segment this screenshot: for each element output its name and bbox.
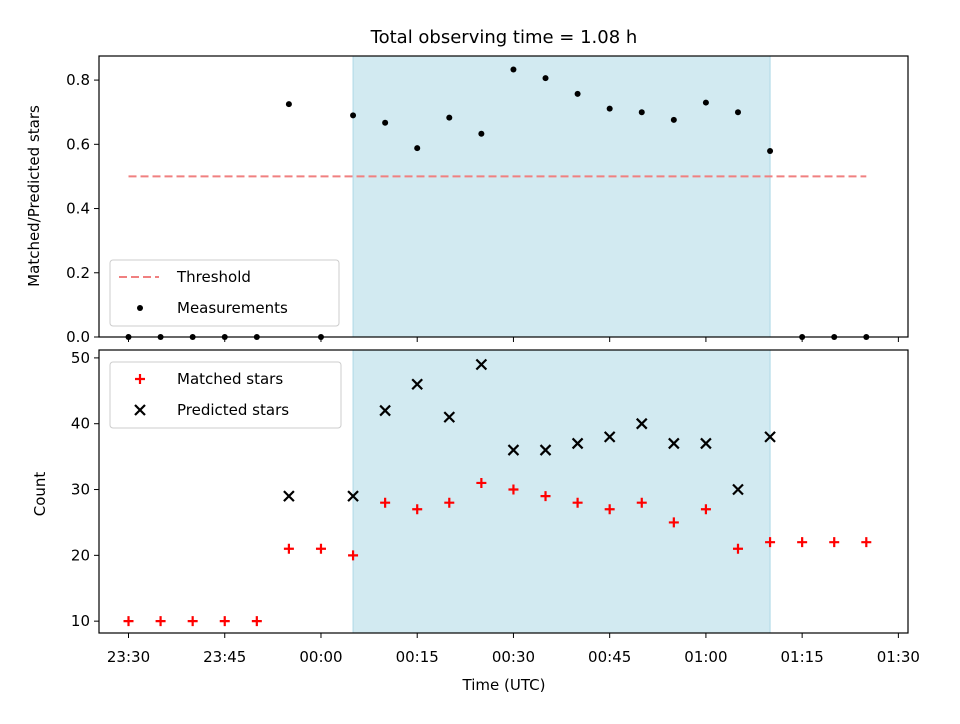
bottom-series-matched-stars-point: [123, 616, 134, 627]
bottom-axes-frame: [98, 349, 909, 634]
top-series-measurements-point: [510, 66, 517, 73]
bottom-shaded-interval: [352, 349, 771, 634]
bottom-series-matched-stars-point: [765, 537, 776, 548]
bottom-series-predicted-stars-point: [443, 411, 456, 423]
top-y-tick-label: 0.6: [66, 135, 90, 153]
bottom-series-matched-stars-point: [572, 497, 583, 508]
x-tick-label: 23:45: [203, 648, 246, 666]
top-series-measurements-point: [414, 145, 421, 152]
bottom-series-predicted-stars-point: [603, 431, 616, 443]
bottom-series-predicted-stars-point: [732, 483, 744, 496]
top-series-measurements-point: [446, 114, 453, 121]
bottom-series-matched-stars-point: [187, 616, 198, 627]
bottom-series-matched-stars-point: [604, 504, 615, 515]
bottom-legend: Matched stars Predicted stars: [109, 361, 342, 429]
top-y-tick-label: 0.2: [66, 264, 90, 282]
top-series-measurements-point: [574, 90, 581, 97]
bottom-series-predicted-stars-point: [475, 358, 488, 371]
x-tick-label: 00:30: [492, 648, 535, 666]
bottom-series-matched-stars-point: [155, 616, 166, 627]
bottom-series-predicted-stars-point: [539, 444, 552, 456]
bottom-y-tick-label: 30: [71, 481, 90, 499]
bottom-series-predicted-stars-point: [283, 490, 295, 502]
bottom-series-predicted-stars-point: [507, 444, 520, 456]
top-series-measurements-point: [382, 119, 389, 126]
bottom-series-matched-stars-point: [476, 477, 487, 488]
bottom-series-matched-stars-point: [861, 537, 872, 548]
bottom-series-matched-stars-point: [797, 537, 808, 548]
top-y-tick-label: 0.8: [66, 71, 90, 89]
bottom-series-matched-stars-point: [412, 504, 423, 515]
bottom-series-matched-stars-point: [540, 491, 551, 502]
bottom-series-matched-stars-point: [668, 517, 679, 528]
bottom-series-matched-stars-point: [315, 543, 326, 554]
top-series-measurements-point: [767, 148, 774, 155]
top-series-measurements-point: [350, 112, 357, 119]
bottom-series-matched-stars-point: [636, 497, 647, 508]
bottom-series-matched-stars-point: [251, 616, 262, 627]
top-legend-box: [109, 259, 340, 327]
bottom-legend-label: Matched stars: [177, 370, 283, 388]
bottom-plot: 10 20 30 40 50 23:30 23:45 00:00 00:15 00:30 00:45…: [71, 349, 920, 666]
bottom-legend-label: Predicted stars: [177, 401, 289, 419]
top-plot: 0.0 0.2 0.4 0.6 0.8 Threshold Measurements: [66, 55, 909, 346]
bottom-series-matched-stars-point: [732, 543, 743, 554]
bottom-series-predicted-stars-point: [668, 437, 680, 450]
x-tick-label: 00:45: [588, 648, 631, 666]
bottom-series-matched-stars-point: [508, 484, 519, 495]
x-tick-label: 01:00: [684, 648, 727, 666]
x-tick-label: 01:15: [781, 648, 824, 666]
top-y-tick-label: 0.0: [66, 328, 90, 346]
top-legend-marker: [137, 305, 143, 311]
chart-title: Total observing time = 1.08 h: [370, 27, 638, 48]
top-y-axis-label: Matched/Predicted stars: [25, 105, 43, 287]
bottom-y-tick-label: 20: [71, 546, 90, 564]
bottom-legend-marker: [134, 404, 146, 416]
bottom-series-predicted-stars-point: [347, 490, 359, 502]
bottom-legend-marker: [135, 374, 145, 384]
bottom-series-predicted-stars-point: [571, 437, 584, 450]
top-y-tick-label: 0.4: [66, 200, 90, 218]
x-axis-label: Time (UTC): [462, 676, 546, 694]
x-tick-label: 01:30: [877, 648, 920, 666]
top-legend: Threshold Measurements: [109, 259, 340, 327]
bottom-series-predicted-stars-point: [635, 417, 648, 430]
x-tick-label: 00:00: [299, 648, 342, 666]
top-series-measurements-point: [606, 105, 613, 112]
bottom-series-predicted-stars-point: [411, 378, 423, 391]
top-axes-frame: [98, 55, 909, 338]
top-series-measurements-point: [734, 109, 741, 116]
bottom-series-matched-stars-point: [219, 616, 230, 627]
bottom-series-matched-stars-point: [380, 497, 391, 508]
bottom-y-axis-label: Count: [31, 472, 49, 517]
x-tick-label: 23:30: [107, 648, 150, 666]
top-legend-label: Measurements: [177, 299, 288, 317]
top-series-measurements-point: [478, 130, 485, 137]
bottom-y-tick-label: 10: [71, 612, 90, 630]
bottom-series-matched-stars-point: [444, 497, 455, 508]
bottom-series-matched-stars-point: [283, 543, 294, 554]
bottom-series-matched-stars-point: [348, 550, 359, 561]
bottom-legend-box: [109, 361, 342, 429]
bottom-series-predicted-stars-point: [379, 404, 391, 417]
bottom-series-predicted-stars-point: [764, 431, 776, 443]
bottom-series-predicted-stars-point: [700, 437, 712, 450]
top-series-measurements-point: [702, 99, 709, 106]
top-series-measurements-point: [542, 75, 549, 82]
bottom-y-tick-label: 50: [71, 349, 90, 367]
top-series-measurements-point: [670, 116, 677, 123]
top-series-measurements-point: [638, 109, 645, 116]
bottom-series-matched-stars-point: [700, 504, 711, 515]
bottom-y-tick-label: 40: [71, 415, 90, 433]
top-series-measurements-point: [285, 101, 292, 108]
bottom-series-matched-stars-point: [829, 537, 840, 548]
top-shaded-interval: [352, 55, 771, 338]
top-legend-label: Threshold: [176, 268, 251, 286]
x-tick-label: 00:15: [396, 648, 439, 666]
